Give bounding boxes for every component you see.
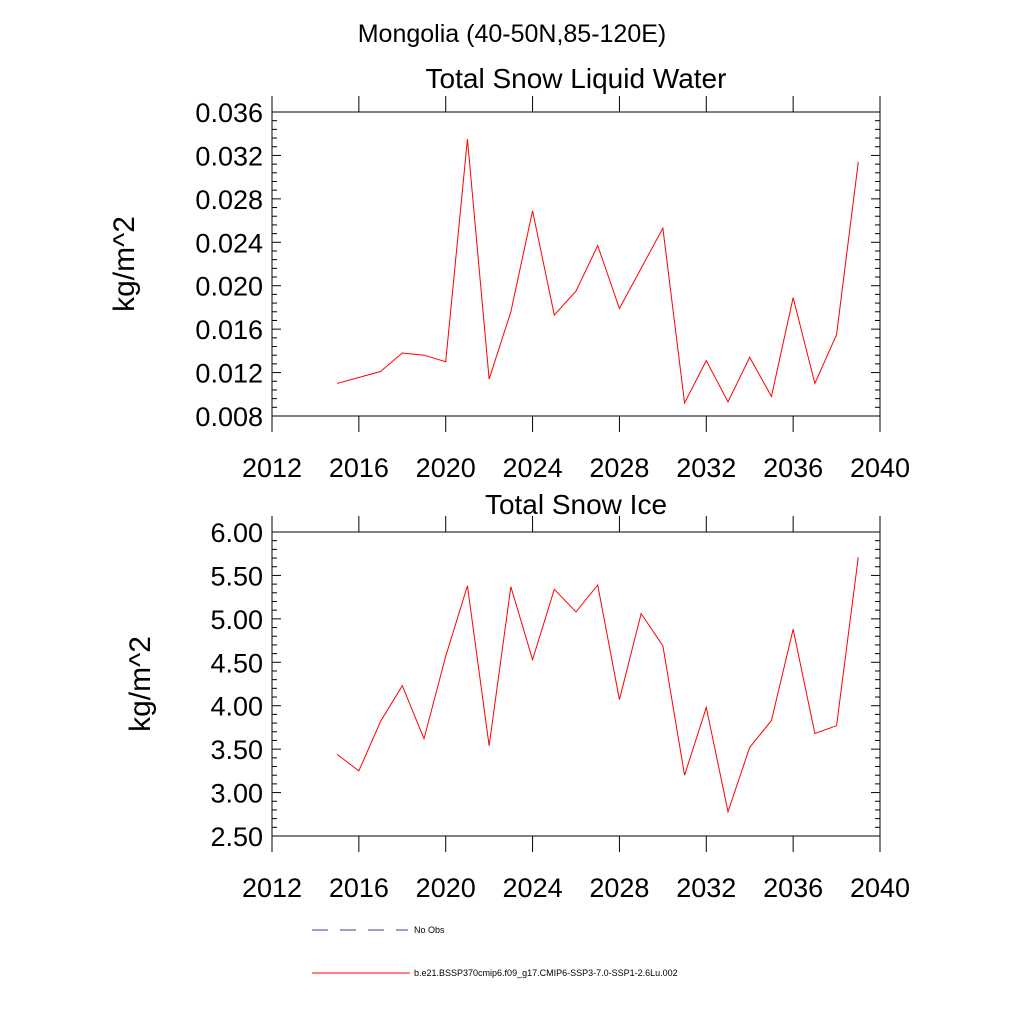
legend-label: b.e21.BSSP370cmip6.f09_g17.CMIP6-SSP3-7.… <box>414 968 678 978</box>
y-tick-label: 3.50 <box>210 735 263 765</box>
y-tick-label: 5.50 <box>210 561 263 591</box>
x-tick-label: 2020 <box>416 873 476 903</box>
y-tick-label: 2.50 <box>210 822 263 852</box>
plot-frame <box>271 111 881 417</box>
series-line <box>337 139 859 405</box>
x-tick-label: 2032 <box>676 873 736 903</box>
legend-label: No Obs <box>414 925 445 935</box>
plot-frame <box>271 531 881 837</box>
y-tick-label: 6.00 <box>210 518 263 548</box>
y-tick-label: 0.016 <box>195 315 263 345</box>
y-tick-label: 0.020 <box>195 272 263 302</box>
y-axis-label: kg/m^2 <box>124 636 157 732</box>
x-tick-label: 2028 <box>589 873 649 903</box>
y-tick-label: 0.028 <box>195 185 263 215</box>
legend-item-model-run: b.e21.BSSP370cmip6.f09_g17.CMIP6-SSP3-7.… <box>312 968 678 978</box>
x-tick-label: 2040 <box>850 453 910 483</box>
y-tick-label: 0.024 <box>195 228 263 258</box>
x-tick-label: 2012 <box>242 453 302 483</box>
legend: No Obs b.e21.BSSP370cmip6.f09_g17.CMIP6-… <box>312 925 678 978</box>
y-tick-label: 3.00 <box>210 779 263 809</box>
chart-snow-ice: Total Snow Ice kg/m^2 2.50 3.00 3.50 4.00 4.… <box>124 489 910 903</box>
x-tick-label: 2036 <box>763 453 823 483</box>
y-tick-label: 4.50 <box>210 648 263 678</box>
chart-title: Total Snow Liquid Water <box>426 63 727 94</box>
x-tick-label: 2016 <box>329 453 389 483</box>
chart-snow-liquid-water: Total Snow Liquid Water kg/m^2 0.008 0.01… <box>108 63 910 483</box>
y-tick-label: 4.00 <box>210 692 263 722</box>
y-tick-label: 0.032 <box>195 141 263 171</box>
x-tick-label: 2024 <box>503 453 563 483</box>
series-line <box>336 557 859 814</box>
data-series <box>336 557 859 814</box>
y-axis-label: kg/m^2 <box>108 216 141 312</box>
y-tick-label: 0.008 <box>195 402 263 432</box>
y-tick-label: 0.036 <box>195 98 263 128</box>
x-ticks: 2012 2016 2020 2024 2028 2032 2036 2040 <box>242 96 910 483</box>
x-tick-label: 2016 <box>329 873 389 903</box>
x-tick-label: 2020 <box>416 453 476 483</box>
x-tick-label: 2032 <box>676 453 736 483</box>
x-tick-label: 2024 <box>503 873 563 903</box>
x-tick-label: 2040 <box>850 873 910 903</box>
x-tick-label: 2012 <box>242 873 302 903</box>
x-tick-label: 2036 <box>763 873 823 903</box>
data-series <box>337 139 859 405</box>
legend-item-no-obs: No Obs <box>312 925 445 935</box>
x-tick-label: 2028 <box>589 453 649 483</box>
figure-title: Mongolia (40-50N,85-120E) <box>358 20 667 48</box>
y-tick-label: 5.00 <box>210 605 263 635</box>
x-ticks: 2012 2016 2020 2024 2028 2032 2036 2040 <box>242 516 910 903</box>
y-ticks: 0.008 0.012 0.016 0.020 0.024 0.028 0.032 0.036 <box>195 98 880 432</box>
y-ticks: 2.50 3.00 3.50 4.00 4.50 5.00 5.50 6.00 <box>210 518 880 852</box>
y-tick-label: 0.012 <box>195 359 263 389</box>
chart-title: Total Snow Ice <box>485 489 667 520</box>
